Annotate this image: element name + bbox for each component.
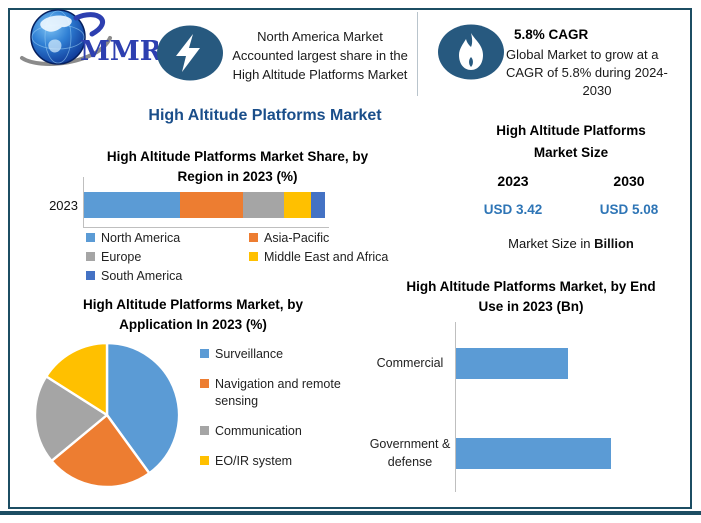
enduse-category-label: Commercial	[376, 356, 444, 371]
application-legend-item-communication: Communication	[200, 423, 360, 439]
region-legend-label: Europe	[101, 249, 142, 264]
region-legend-swatch	[86, 252, 95, 261]
application-legend-swatch	[200, 379, 209, 389]
region-stacked-bar	[84, 192, 325, 218]
pie-slice-eo-ir-system	[45, 341, 109, 417]
value-2030: USD 5.08	[599, 202, 659, 218]
lightning-icon	[157, 25, 223, 81]
application-chart-legend: Surveillance Navigation and remote sensin…	[200, 346, 360, 483]
year-2023-label: 2023	[497, 173, 529, 190]
market-size-title-line2: Market Size	[533, 144, 609, 160]
bottom-accent-strip	[0, 511, 701, 515]
application-legend-swatch	[200, 456, 209, 465]
region-legend-item-asia-pacific: Asia-Pacific	[249, 231, 388, 245]
application-chart-title: High Altitude Platforms Market, by Appli…	[28, 295, 358, 334]
globe-continent	[40, 15, 72, 32]
enduse-bar-government-defense	[456, 437, 611, 469]
market-size-title-line1: High Altitude Platforms	[496, 123, 646, 138]
flame-icon	[438, 24, 504, 80]
market-size-panel: High Altitude Platforms Market Size 2023…	[455, 120, 687, 251]
region-chart-y-axis	[83, 177, 84, 227]
pie-slice-communication	[33, 375, 109, 463]
region-legend-item-europe: Europe	[86, 250, 249, 264]
callout-cagr: 5.8% CAGR Global Market to grow at a CAG…	[506, 26, 688, 100]
region-legend-swatch	[86, 233, 95, 242]
market-size-note-unit: Billion	[594, 236, 634, 252]
bar-segment-north-america	[84, 192, 181, 218]
region-chart-title: High Altitude Platforms Market Share, by…	[60, 147, 415, 186]
region-chart-x-axis	[83, 227, 329, 228]
cagr-title: 5.8% CAGR	[514, 27, 589, 42]
application-legend-label: Surveillance	[215, 347, 284, 361]
region-legend-item-south-america: South America	[86, 269, 249, 283]
region-legend-swatch	[249, 252, 258, 261]
enduse-chart-title-line2: Use in 2023 (Bn)	[478, 298, 584, 314]
market-size-years: 2023 2030	[455, 173, 687, 189]
page-title: High Altitude Platforms Market	[148, 107, 382, 124]
region-legend-label: North America	[101, 230, 181, 245]
enduse-chart-title-line1: High Altitude Platforms Market, by End	[406, 279, 656, 294]
region-legend-swatch	[86, 271, 95, 280]
application-chart-title-line2: Application In 2023 (%)	[119, 316, 267, 332]
callout1-line1: North America Market	[257, 29, 383, 44]
value-2023: USD 3.42	[483, 202, 543, 218]
market-size-values: USD 3.42 USD 5.08	[455, 202, 687, 217]
bar-segment-south-america	[310, 192, 325, 218]
pie-slice-surveillance	[105, 341, 181, 475]
market-size-note-prefix: Market Size in	[508, 236, 595, 252]
region-chart-title-line2: Region in 2023 (%)	[177, 168, 298, 184]
pie-slice-navigation-and-remote-sensing	[50, 413, 151, 489]
application-legend-label: Navigation and remote sensing	[215, 377, 341, 408]
region-legend-label: Asia-Pacific	[264, 230, 330, 245]
enduse-row-commercial: Commercial	[368, 348, 568, 379]
application-legend-swatch	[200, 349, 209, 358]
application-chart-title-line1: High Altitude Platforms Market, by	[82, 297, 304, 312]
mmr-logo: MMR	[20, 9, 158, 67]
header-divider	[417, 12, 418, 96]
application-legend-label: Communication	[215, 423, 302, 438]
enduse-chart-y-axis	[455, 322, 456, 492]
application-legend-item-navigation-and-remote-sensing: Navigation and remote sensing	[200, 376, 360, 409]
bar-segment-asia-pacific	[180, 192, 244, 218]
cagr-line2: CAGR of 5.8% during 2024-	[506, 65, 668, 81]
region-chart-legend: North America Asia-Pacific Europe Middle Ea…	[86, 228, 388, 285]
application-legend-swatch	[200, 425, 209, 435]
region-legend-swatch	[249, 233, 258, 242]
callout-north-america: North America Market Accounted largest s…	[222, 28, 418, 85]
enduse-bar-commercial	[456, 348, 568, 379]
cagr-line1: Global Market to grow at a	[506, 46, 659, 62]
logo-text: MMR	[80, 36, 158, 67]
logo-swoosh-blue	[73, 12, 105, 37]
callout1-line2: Accounted largest share in the	[232, 47, 408, 63]
region-chart-title-line1: High Altitude Platforms Market Share, by	[106, 149, 369, 164]
application-pie-chart	[33, 341, 181, 489]
bar-segment-europe	[243, 192, 285, 218]
market-size-note: Market Size in Billion	[455, 236, 687, 251]
region-legend-item-north-america: North America	[86, 231, 249, 245]
region-legend-label: Middle East and Africa	[264, 249, 389, 264]
enduse-chart-title: High Altitude Platforms Market, by End U…	[375, 277, 687, 316]
market-size-title: High Altitude Platforms Market Size	[455, 120, 687, 163]
enduse-row-government-defense: Government & defense	[368, 435, 611, 471]
callout1-line3: High Altitude Platforms Market	[232, 66, 408, 82]
application-legend-item-eo-ir-system: EO/IR system	[200, 453, 360, 469]
application-legend-label: EO/IR system	[215, 454, 293, 468]
cagr-line3: 2030	[582, 83, 612, 99]
enduse-category-label: Government & defense	[369, 437, 451, 470]
bar-segment-middle-east-and-africa	[284, 192, 311, 218]
year-2030-label: 2030	[613, 173, 645, 190]
region-chart-category-label: 2023	[49, 198, 78, 213]
application-legend-item-surveillance: Surveillance	[200, 346, 360, 362]
region-legend-label: South America	[101, 268, 183, 283]
region-legend-item-middle-east-and-africa: Middle East and Africa	[249, 250, 388, 264]
enduse-bar-chart: Commercial Government & defense	[368, 322, 688, 492]
